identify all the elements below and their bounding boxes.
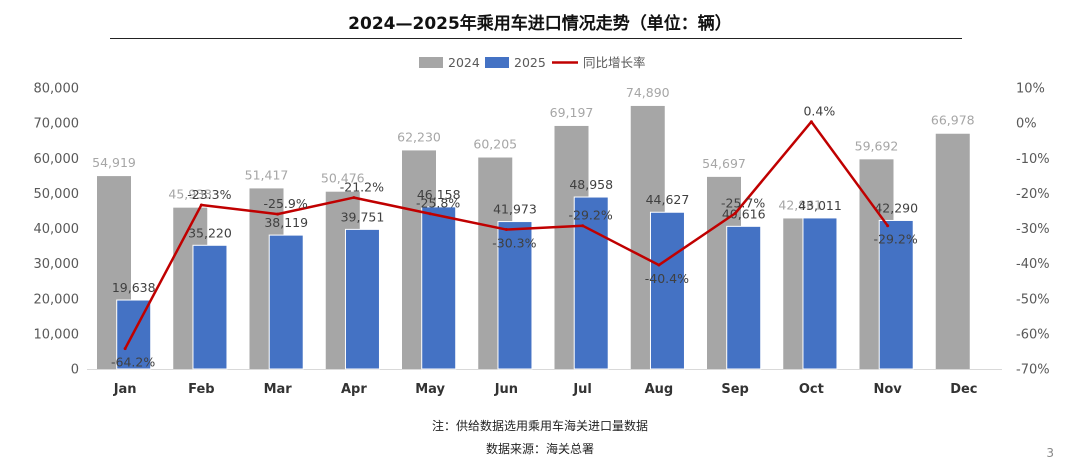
bar-2025 <box>802 217 838 370</box>
x-axis-category-label: Feb <box>188 382 214 397</box>
growth-rate-point <box>352 196 356 200</box>
data-label-2024: 74,890 <box>626 85 670 100</box>
y2-axis-tick-label: -30% <box>1016 222 1050 237</box>
legend-label-growth: 同比增长率 <box>583 55 646 70</box>
legend-label-2025: 2025 <box>514 55 546 70</box>
footnote-data-source: 数据来源：海关总署 <box>485 442 594 456</box>
data-label-2025: 35,220 <box>188 225 232 240</box>
bar-2025 <box>726 225 762 370</box>
growth-rate-point <box>581 224 585 228</box>
growth-rate-label: 0.4% <box>803 104 835 119</box>
bar-2025 <box>878 219 914 370</box>
growth-rate-label: -29.2% <box>874 232 918 247</box>
data-label-2025: 44,627 <box>646 192 690 207</box>
y-axis-tick-label: 40,000 <box>34 222 80 237</box>
bar-2025 <box>344 228 380 370</box>
bar-2025 <box>649 211 685 370</box>
bar-2025 <box>192 244 228 370</box>
data-label-2024: 42,861 <box>778 197 822 212</box>
growth-rate-label: -21.2% <box>340 180 384 195</box>
data-label-2025: 39,751 <box>341 209 385 224</box>
data-label-2025: 48,958 <box>569 177 613 192</box>
y2-axis-tick-label: 10% <box>1016 82 1045 97</box>
data-label-2025: 43,011 <box>798 198 842 213</box>
title-divider <box>110 38 962 39</box>
legend: 2024 2025 同比增长率 <box>419 55 646 70</box>
chart-title: 2024—2025年乘用车进口情况走势（单位：辆） <box>348 14 732 34</box>
data-label-2024: 69,197 <box>550 105 594 120</box>
growth-rate-label: -23.3% <box>187 187 231 202</box>
growth-rate-point <box>809 120 813 124</box>
growth-rate-point <box>199 203 203 207</box>
y-axis-tick-label: 50,000 <box>34 187 80 202</box>
growth-rate-point <box>276 212 280 216</box>
growth-rate-label: -25.7% <box>721 195 765 210</box>
growth-rate-point <box>123 347 127 351</box>
legend-label-2024: 2024 <box>448 55 480 70</box>
bar-2025 <box>573 196 609 370</box>
data-label-2025: 42,290 <box>874 200 918 215</box>
growth-rate-label: -25.8% <box>416 196 460 211</box>
y2-axis-tick-label: -60% <box>1016 327 1050 342</box>
growth-rate-label: -64.2% <box>111 355 155 370</box>
x-axis-category-label: Mar <box>264 382 293 397</box>
y-axis-tick-label: 20,000 <box>34 292 80 307</box>
data-label-2024: 54,697 <box>702 156 746 171</box>
y2-axis-tick-label: 0% <box>1016 117 1037 132</box>
growth-rate-label: -30.3% <box>492 236 536 251</box>
y-axis-tick-label: 60,000 <box>34 152 80 167</box>
x-axis-category-label: Jan <box>113 382 137 397</box>
x-axis-category-label: Dec <box>950 382 977 397</box>
data-label-2024: 45,933 <box>168 187 212 202</box>
growth-rate-point <box>504 228 508 232</box>
x-axis-category-label: May <box>415 382 445 397</box>
y2-axis-tick-label: -70% <box>1016 363 1050 378</box>
legend-swatch-2025 <box>485 57 509 68</box>
growth-rate-label: -25.9% <box>264 196 308 211</box>
footnote-source-note: 注：供给数据选用乘用车海关进口量数据 <box>431 419 648 433</box>
x-axis-category-label: Aug <box>645 382 674 397</box>
data-label-2024: 60,205 <box>473 137 517 152</box>
x-axis-category-label: Oct <box>799 382 824 397</box>
y2-axis-tick-label: -40% <box>1016 257 1050 272</box>
growth-rate-label: -40.4% <box>645 271 689 286</box>
combo-chart: 2024 2025 同比增长率 0 10,000 20,000 30,000 40,00… <box>34 55 1050 398</box>
bar-2025 <box>268 234 304 370</box>
y2-axis-tick-label: -50% <box>1016 292 1050 307</box>
data-label-2024: 54,919 <box>92 155 136 170</box>
data-label-2024: 51,417 <box>245 167 289 182</box>
growth-rate-point <box>428 212 432 216</box>
growth-rate-point <box>657 263 661 267</box>
data-label-2024: 59,692 <box>855 138 899 153</box>
growth-rate-label: -29.2% <box>569 208 613 223</box>
y-axis-tick-label: 30,000 <box>34 257 80 272</box>
bar-2025 <box>421 206 457 370</box>
x-axis-category-label: Jun <box>494 382 518 397</box>
x-axis-category-label: Jul <box>572 382 592 397</box>
data-label-2025: 40,616 <box>722 206 766 221</box>
page-number: 3 <box>1046 446 1054 460</box>
data-label-2025: 46,158 <box>417 187 461 202</box>
plot-area: 0 10,000 20,000 30,000 40,000 50,000 60,000 70,… <box>34 82 1050 398</box>
data-label-2024: 50,476 <box>321 171 365 186</box>
y-axis-tick-label: 10,000 <box>34 327 80 342</box>
y-axis-tick-label: 70,000 <box>34 117 80 132</box>
y2-axis-tick-label: -10% <box>1016 152 1050 167</box>
x-axis-category-label: Apr <box>341 382 367 397</box>
growth-rate-point <box>733 211 737 215</box>
y-axis-tick-label: 80,000 <box>34 82 80 97</box>
bar-2025 <box>497 221 533 370</box>
y2-axis-tick-label: -20% <box>1016 187 1050 202</box>
x-axis-category-label: Sep <box>721 382 749 397</box>
y-axis-tick-label: 0 <box>71 363 79 378</box>
legend-swatch-2024 <box>419 57 443 68</box>
data-label-2025: 41,973 <box>493 202 537 217</box>
bar-2024 <box>935 133 970 369</box>
x-axis-category-label: Nov <box>873 382 902 397</box>
data-label-2025: 38,119 <box>264 215 308 230</box>
data-label-2025: 19,638 <box>112 280 156 295</box>
data-label-2024: 66,978 <box>931 113 975 128</box>
data-label-2024: 62,230 <box>397 129 441 144</box>
growth-rate-point <box>886 224 890 228</box>
